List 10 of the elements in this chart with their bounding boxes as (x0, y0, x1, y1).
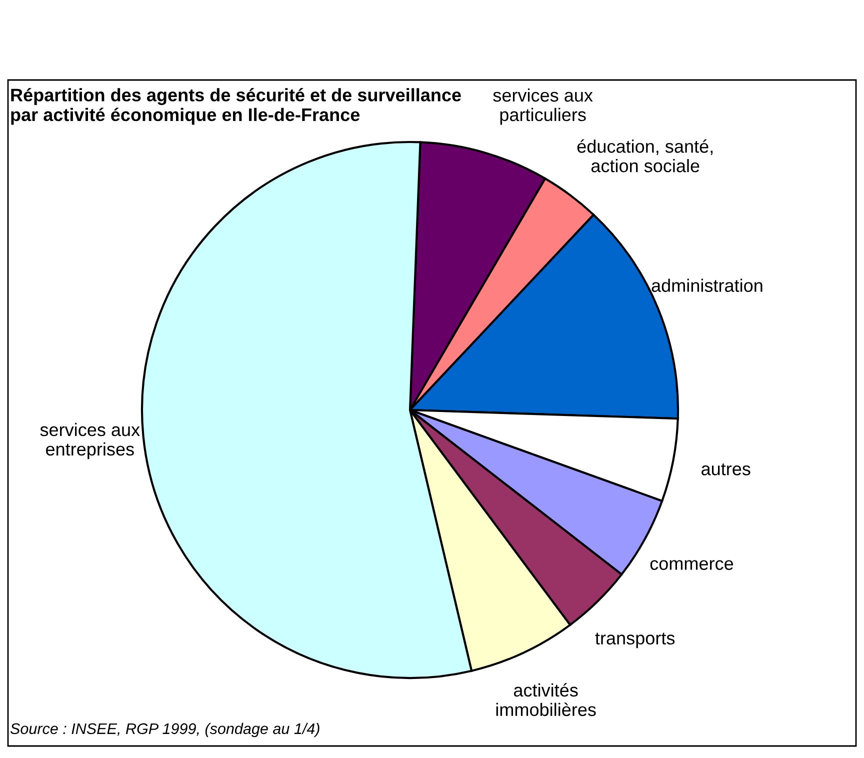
slice-label: administration (652, 278, 762, 292)
slice-label: commerce (650, 560, 734, 570)
chart-title: Répartition des agents de sécurité et de surveillance par activité économique en Ile-de-France (11, 88, 461, 125)
slice-label: transports (595, 632, 675, 648)
slice-label: activités immobilières (496, 683, 596, 716)
slice-label: services aux particuliers (493, 88, 593, 125)
slice-label: services aux entreprises (40, 422, 140, 460)
source-note: Source : INSEE, RGP 1999, (sondage au 1/4) (10, 722, 320, 738)
slice-label: éducation, santé, action sociale (577, 139, 712, 172)
slice-label: autres (702, 463, 750, 476)
